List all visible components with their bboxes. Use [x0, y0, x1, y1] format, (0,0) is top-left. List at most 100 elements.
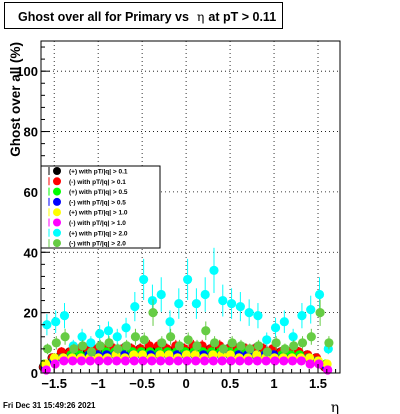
x-tick-label: 0.5 [221, 376, 239, 391]
data-point [164, 356, 175, 366]
legend-box [40, 165, 161, 249]
chart-title: Ghost over all for Primary vs η at pT > 0.… [4, 2, 283, 29]
data-point [50, 359, 60, 369]
series-8 [42, 299, 334, 357]
data-point [217, 356, 227, 366]
data-point [59, 311, 70, 321]
data-point [173, 356, 183, 366]
data-point [138, 356, 148, 366]
data-point [324, 338, 334, 348]
data-point [227, 338, 237, 348]
data-point [236, 341, 246, 351]
data-point [191, 298, 201, 309]
data-point [156, 356, 166, 366]
data-point [262, 335, 272, 345]
data-point [261, 356, 271, 366]
title-eta-symbol: η [196, 9, 205, 24]
data-point [183, 274, 193, 285]
legend-marker [53, 187, 61, 196]
x-tick-label: 1.5 [309, 376, 327, 391]
data-point [279, 317, 289, 327]
data-point [95, 329, 105, 339]
legend-label: (+) with pT/|q| > 1.0 [69, 210, 128, 217]
data-point [279, 356, 289, 366]
x-tick-label: −1.5 [41, 376, 67, 391]
data-point [200, 289, 210, 300]
title-suffix: at pT > 0.11 [208, 10, 277, 24]
data-point [95, 341, 105, 351]
legend-marker [53, 239, 61, 248]
data-point [262, 347, 272, 357]
data-point [174, 341, 185, 351]
data-point [112, 332, 122, 342]
data-point [147, 295, 158, 306]
data-point [287, 356, 298, 366]
data-point [192, 341, 202, 351]
x-axis-title: η [331, 400, 339, 414]
data-point [139, 335, 149, 345]
legend-label: (+) with pT/|q| > 0.5 [69, 189, 128, 196]
data-point [235, 302, 245, 312]
data-point [218, 295, 228, 306]
data-point [42, 320, 52, 330]
data-point [252, 356, 262, 366]
data-point [218, 344, 228, 354]
data-point [78, 341, 88, 351]
data-point [103, 326, 114, 336]
y-tick-label: 20 [24, 306, 38, 321]
data-point [156, 289, 166, 300]
data-point [296, 356, 306, 366]
data-point [76, 356, 87, 366]
data-point [112, 356, 122, 366]
data-point [182, 356, 192, 366]
data-point [147, 356, 157, 366]
data-point [243, 356, 254, 366]
data-point [51, 338, 61, 348]
data-point [103, 356, 113, 366]
y-tick-label: 40 [24, 245, 38, 260]
data-point [226, 298, 237, 309]
data-point [208, 356, 218, 366]
data-point [289, 341, 299, 351]
legend: (+) with pT/|q| > 0.1 (-) with pT/|q| > 0… [40, 165, 161, 249]
data-point [314, 359, 324, 369]
series-7 [42, 247, 333, 355]
y-tick-label: 80 [24, 125, 38, 140]
data-point [85, 356, 95, 366]
x-tick-label: −0.5 [129, 376, 155, 391]
legend-label: (-) with pT/|q| > 0.5 [69, 199, 126, 206]
data-point [86, 347, 97, 357]
data-point [139, 274, 149, 285]
data-point [271, 338, 281, 348]
data-point [315, 308, 325, 318]
x-tick-label: 0 [182, 376, 189, 391]
data-point [148, 308, 158, 318]
data-point [244, 308, 254, 318]
data-point [297, 311, 307, 321]
data-point [174, 298, 184, 309]
legend-label: (-) with pT/|q| > 2.0 [69, 241, 126, 248]
data-point [253, 311, 263, 321]
series-6 [41, 356, 333, 375]
data-point [122, 341, 132, 351]
data-point [245, 344, 255, 354]
data-point [270, 323, 281, 333]
data-point [305, 359, 315, 369]
data-point [323, 365, 333, 375]
data-point [166, 332, 176, 342]
data-point [41, 365, 51, 375]
timestamp-footer: Fri Dec 31 15:49:26 2021 [3, 401, 96, 410]
data-point [165, 317, 175, 327]
data-point [77, 332, 87, 342]
y-axis-title: Ghost over all (%) [8, 42, 23, 157]
data-point [59, 356, 69, 366]
data-point [209, 265, 219, 275]
data-point [86, 338, 96, 348]
data-point [94, 356, 104, 366]
data-point [51, 317, 61, 327]
data-point [157, 338, 167, 348]
y-tick-label: 100 [16, 64, 38, 79]
title-prefix: Ghost over all for Primary vs [18, 10, 189, 24]
legend-marker [53, 228, 61, 237]
